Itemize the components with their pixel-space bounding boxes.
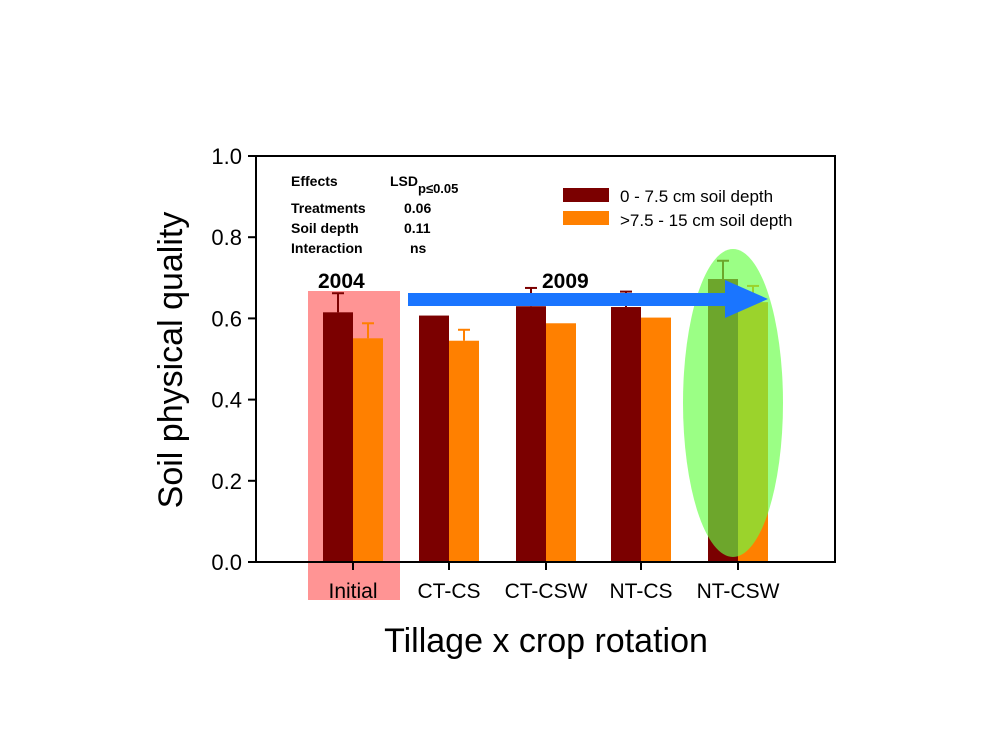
x-axis-label: Tillage x crop rotation <box>384 622 708 660</box>
bar <box>419 315 449 562</box>
year-start-label: 2004 <box>318 270 365 293</box>
time-arrow <box>408 280 768 318</box>
effects-row-value: ns <box>410 240 427 256</box>
y-axis-label: Soil physical quality <box>152 212 190 509</box>
bar <box>546 323 576 562</box>
y-tick-label: 0.0 <box>211 550 242 575</box>
legend-swatch <box>563 211 609 225</box>
y-tick-label: 0.4 <box>211 388 242 413</box>
legend: 0 - 7.5 cm soil depth >7.5 - 15 cm soil … <box>563 187 792 230</box>
effects-row-label: Interaction <box>291 240 363 256</box>
x-tick-label: NT-CS <box>610 580 673 603</box>
y-tick-label: 0.8 <box>211 225 242 250</box>
x-tick-label: CT-CSW <box>505 580 588 603</box>
effects-row-value: 0.11 <box>404 220 431 236</box>
effects-header: Effects <box>291 173 338 189</box>
bar <box>449 340 479 562</box>
bar <box>353 338 383 562</box>
legend-label: >7.5 - 15 cm soil depth <box>620 211 792 230</box>
bar <box>641 317 671 562</box>
bar <box>516 306 546 562</box>
x-tick-label: CT-CS <box>418 580 481 603</box>
y-tick-label: 1.0 <box>211 144 242 169</box>
effects-row-label: Soil depth <box>291 220 359 236</box>
y-tick-label: 0.6 <box>211 306 242 331</box>
nt-csw-highlight <box>683 249 783 557</box>
year-end-label: 2009 <box>542 270 589 293</box>
y-tick-label: 0.2 <box>211 469 242 494</box>
effects-table: Effects LSDp≤0.05 Treatments 0.06 Soil d… <box>291 173 458 256</box>
x-tick-label: NT-CSW <box>697 580 780 603</box>
legend-swatch <box>563 188 609 202</box>
legend-label: 0 - 7.5 cm soil depth <box>620 187 773 206</box>
effects-row-value: 0.06 <box>404 200 431 216</box>
lsd-header: LSDp≤0.05 <box>390 173 458 196</box>
bar <box>323 312 353 562</box>
x-tick-label: Initial <box>328 580 377 603</box>
bar <box>611 307 641 562</box>
effects-row-label: Treatments <box>291 200 366 216</box>
